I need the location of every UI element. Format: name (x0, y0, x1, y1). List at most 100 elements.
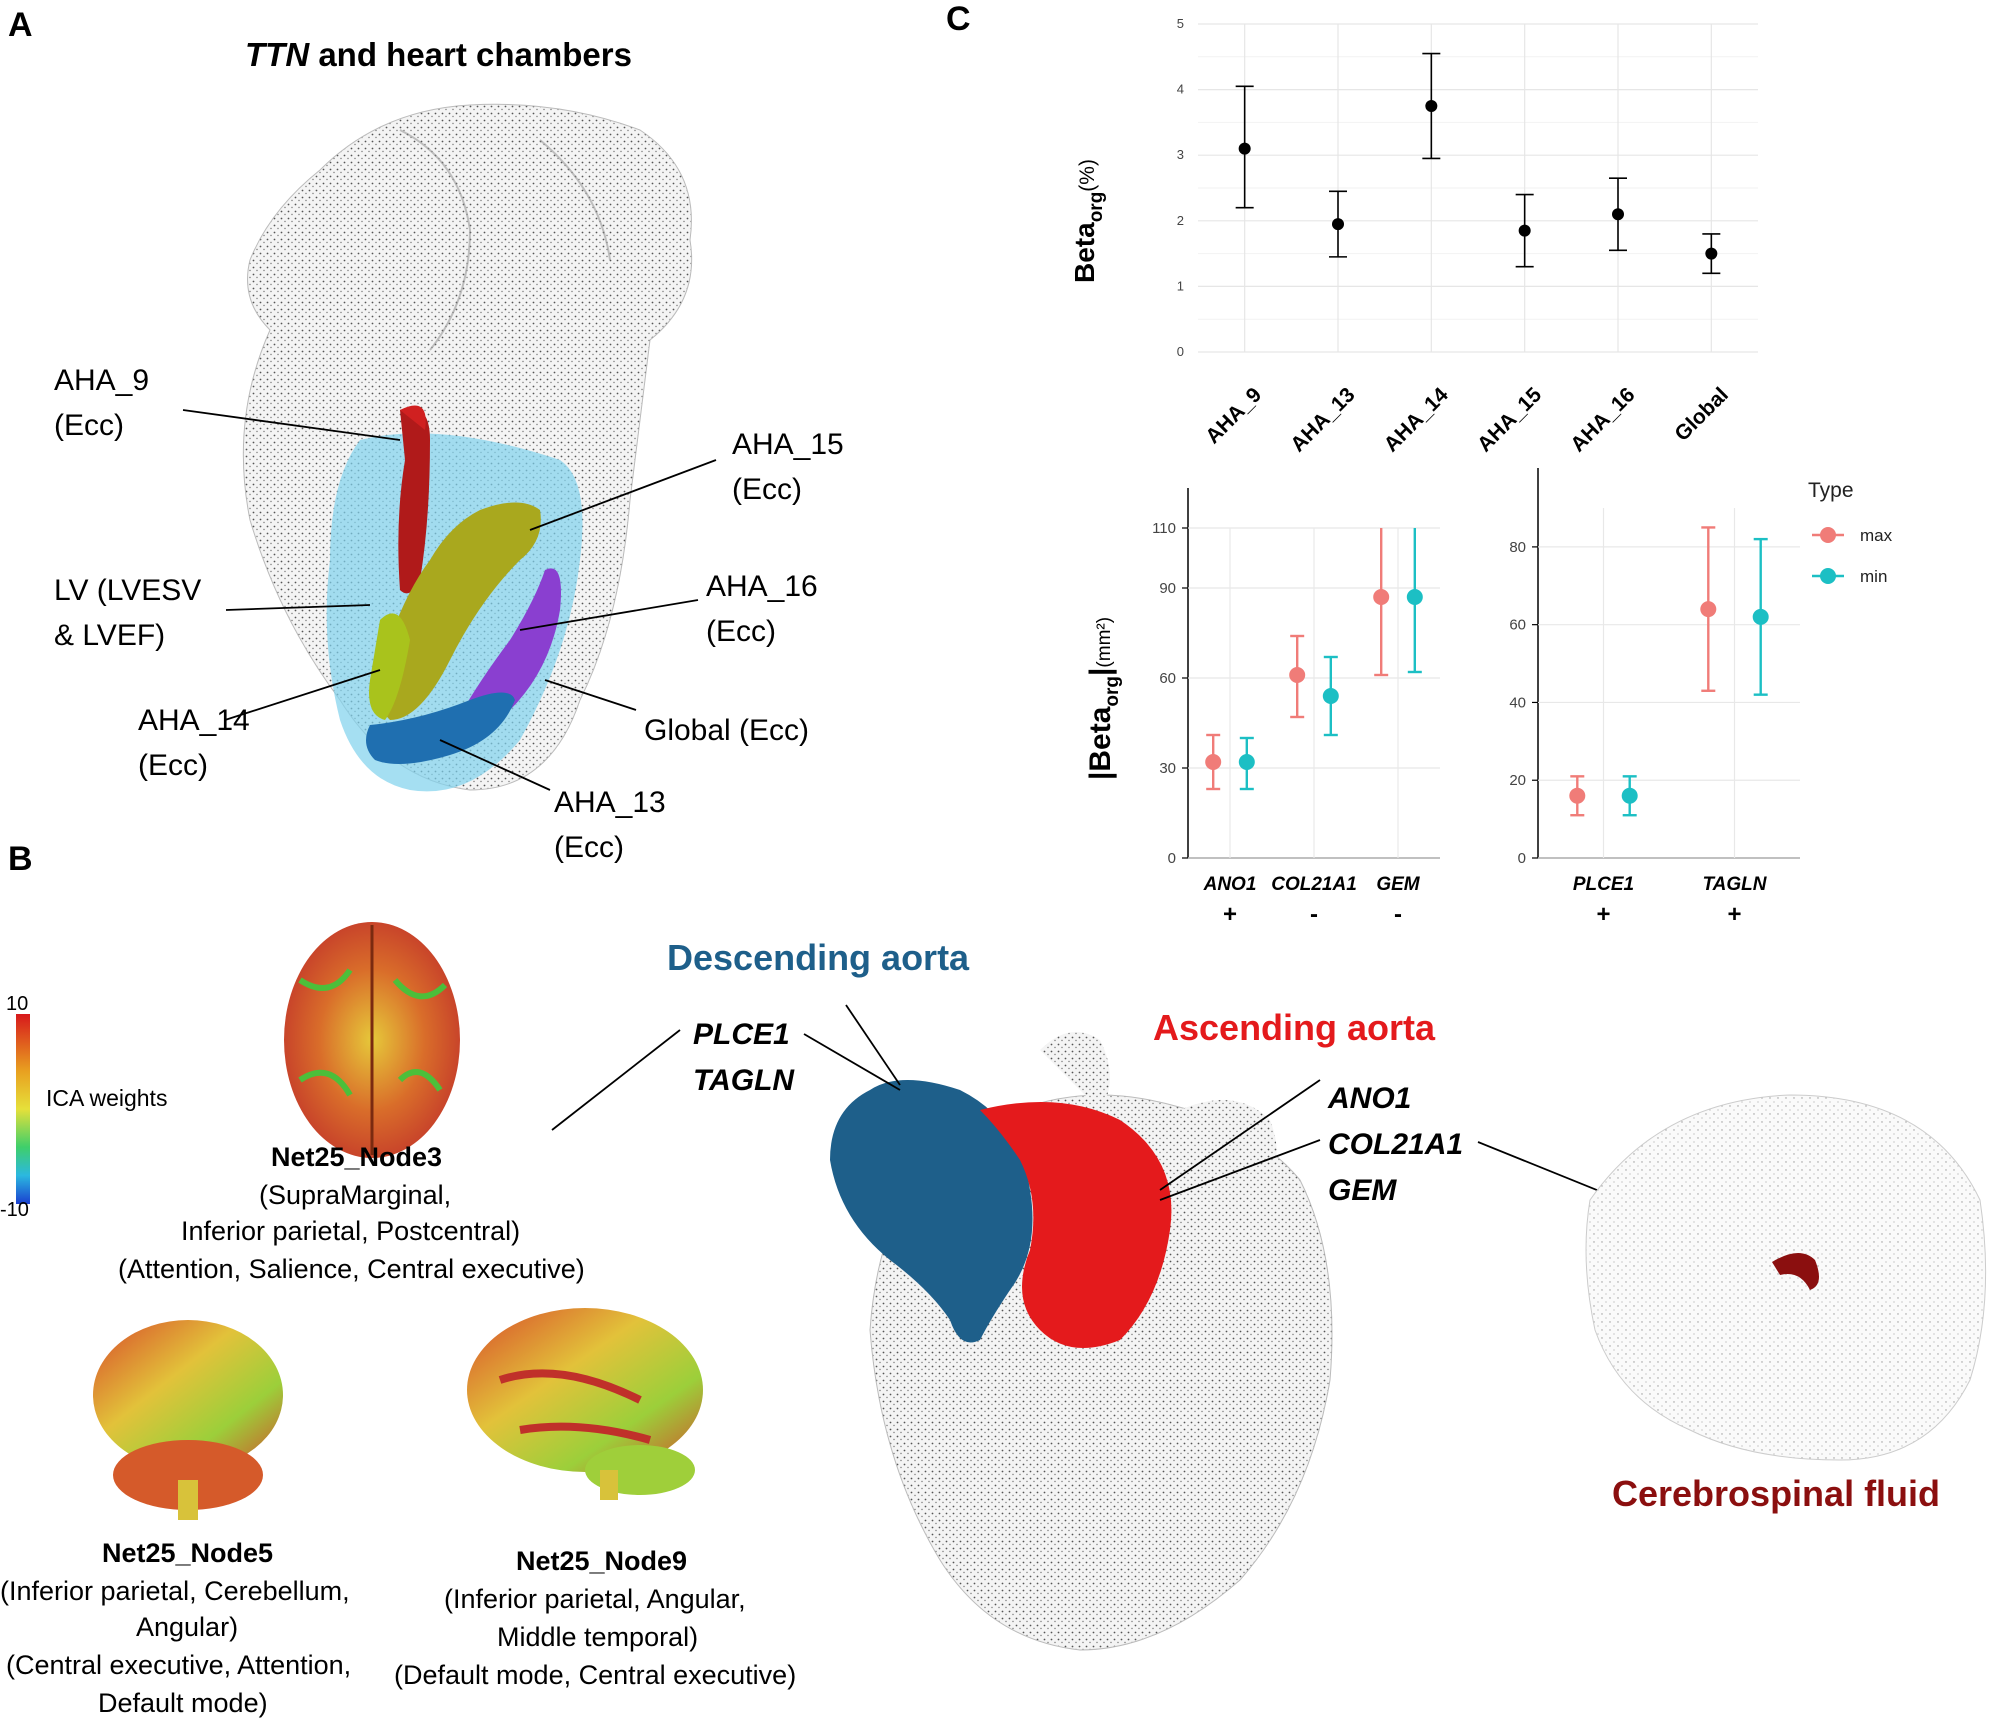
ascending-aorta-title: Ascending aorta (1153, 1007, 1436, 1048)
chart2-ytick-label: 110 (1152, 520, 1176, 537)
legend-max-dot (1820, 527, 1836, 543)
chart2-sign-label: - (1394, 901, 1402, 928)
chart1-point (1238, 142, 1251, 155)
chart1-xtick-label: Global (1670, 383, 1732, 445)
gene-col21a1: COL21A1 (1328, 1128, 1463, 1161)
chart1-point (1332, 218, 1344, 231)
chart1-ytick-label: 0 (1177, 344, 1184, 359)
aha15-region (376, 502, 541, 720)
panel-label-b: B (8, 840, 33, 878)
chart2-point-min (1322, 688, 1339, 704)
gene-gem: GEM (1328, 1174, 1397, 1207)
legend-min-dot (1820, 568, 1836, 584)
chart2-sign-label: + (1223, 901, 1237, 928)
chart-descending-genes: 0 20 40 60 80 PLCE1 + TAGLN + (1509, 468, 1800, 928)
label-aha9: AHA_9 (Ecc) (54, 364, 149, 442)
chart2-ytick-label: 60 (1159, 670, 1176, 687)
chart3-ytick-label: 40 (1509, 694, 1526, 711)
chart2-ylabel: |Betaorg|(mm²) (1084, 617, 1123, 780)
colorbar-max: 10 (6, 993, 28, 1015)
descending-leader-2 (845, 1004, 901, 1086)
label-aha15: AHA_15 (Ecc) (732, 428, 844, 506)
chart-ascending-genes: 0 30 60 90 110 ANO1 + COL21A1 - GEM - (1152, 488, 1440, 928)
chart1-point (1612, 208, 1624, 221)
chart1-xtick-label: AHA_15 (1473, 383, 1546, 456)
descending-aorta-title: Descending aorta (667, 937, 970, 978)
panel-a-title: TTN and heart chambers (245, 36, 632, 73)
node9-line3: (Default mode, Central executive) (394, 1660, 796, 1690)
colorbar-min: -10 (0, 1199, 29, 1221)
panel-label-a: A (8, 6, 33, 44)
chart2-ytick-label: 0 (1168, 850, 1176, 867)
chart3-point-min (1752, 608, 1769, 625)
chart2-xtick-label: GEM (1376, 874, 1420, 895)
chart3-xtick-label: TAGLN (1702, 874, 1767, 895)
aha9-region (398, 408, 430, 594)
chart2-point-min (1238, 754, 1255, 770)
chart1-ytick-label: 4 (1177, 82, 1184, 97)
chart1-point (1518, 224, 1531, 237)
chart1-ytick-label: 1 (1177, 278, 1184, 293)
node5-name: Net25_Node5 (102, 1538, 273, 1568)
chart1-ylabel: Betaorg(%) (1069, 159, 1107, 283)
chart1-xtick-label: AHA_13 (1286, 383, 1359, 456)
chart2-ytick-label: 90 (1159, 580, 1176, 597)
panel-label-c: C (946, 0, 971, 38)
label-aha13: AHA_13 (Ecc) (554, 786, 666, 864)
node3-line2: Inferior parietal, Postcentral) (181, 1216, 520, 1246)
label-global: Global (Ecc) (644, 714, 809, 747)
node5-line3: (Central executive, Attention, (6, 1650, 351, 1680)
chart1-xtick-label: AHA_14 (1380, 383, 1453, 456)
chart2-point-max (1205, 754, 1222, 770)
chart3-ytick-label: 60 (1509, 617, 1526, 634)
aha13-region (366, 692, 515, 764)
chart3-point-max (1569, 787, 1586, 804)
colorbar-label: ICA weights (46, 1085, 167, 1111)
brain-node3-image (284, 922, 460, 1158)
gene-ano1: ANO1 (1327, 1082, 1411, 1115)
chart3-xtick-label: PLCE1 (1573, 874, 1634, 895)
chart2-point-max (1373, 589, 1390, 605)
node5-line1: (Inferior parietal, Cerebellum, (0, 1576, 350, 1606)
brain-pointcloud-csf (1585, 1094, 1987, 1461)
gene-tagln: TAGLN (693, 1064, 795, 1097)
chart1-point (1425, 100, 1438, 112)
aha9-cap (400, 405, 426, 430)
chart1-ytick-label: 2 (1177, 213, 1184, 228)
chart-aha-beta: 0 1 2 3 4 5 AHA_9 AHA_13 AHA_14 AHA_15 AHA_16 Globa… (1177, 16, 1758, 456)
gene-plce1: PLCE1 (693, 1018, 790, 1051)
aha16-region (460, 568, 561, 722)
legend-min-label: min (1860, 567, 1887, 586)
chart3-ytick-label: 20 (1509, 772, 1526, 789)
node3-name: Net25_Node3 (271, 1142, 442, 1172)
node3-line1: (SupraMarginal, (259, 1180, 451, 1210)
chart3-sign-label: + (1727, 901, 1741, 928)
legend-title: Type (1808, 479, 1854, 502)
chart2-point-max (1289, 667, 1306, 683)
chart2-xtick-label: COL21A1 (1271, 874, 1357, 895)
node3-line3: (Attention, Salience, Central executive) (118, 1254, 585, 1284)
legend-max-label: max (1860, 526, 1893, 545)
chart1-xtick-label: AHA_16 (1566, 383, 1639, 456)
descending-aorta-shape (830, 1080, 1033, 1343)
node9-line1: (Inferior parietal, Angular, (444, 1584, 746, 1614)
chart2-xtick-label: ANO1 (1203, 874, 1257, 895)
chart2-sign-label: - (1310, 901, 1318, 928)
node5-line2: Angular) (136, 1612, 238, 1642)
node9-line2: Middle temporal) (497, 1622, 698, 1652)
chart3-point-max (1700, 601, 1717, 618)
descending-leader (803, 1033, 901, 1091)
label-aha14: AHA_14 (Ecc) (138, 704, 250, 782)
brain-node9-image (467, 1308, 703, 1500)
ascending-leader (1159, 1079, 1321, 1191)
chart1-xtick-label: AHA_9 (1201, 383, 1266, 448)
panel-a-leaders (182, 409, 717, 791)
ica-colorbar: 10 -10 ICA weights (0, 993, 167, 1221)
chart3-ytick-label: 80 (1509, 539, 1526, 556)
brain-node5-image (93, 1320, 283, 1520)
csf-title: Cerebrospinal fluid (1612, 1473, 1940, 1514)
label-lv: LV (LVESV & LVEF) (54, 574, 201, 652)
chart3-ytick-label: 0 (1518, 850, 1526, 867)
chart3-legend: Type max min (1808, 479, 1893, 586)
chart2-ytick-label: 30 (1159, 760, 1176, 777)
